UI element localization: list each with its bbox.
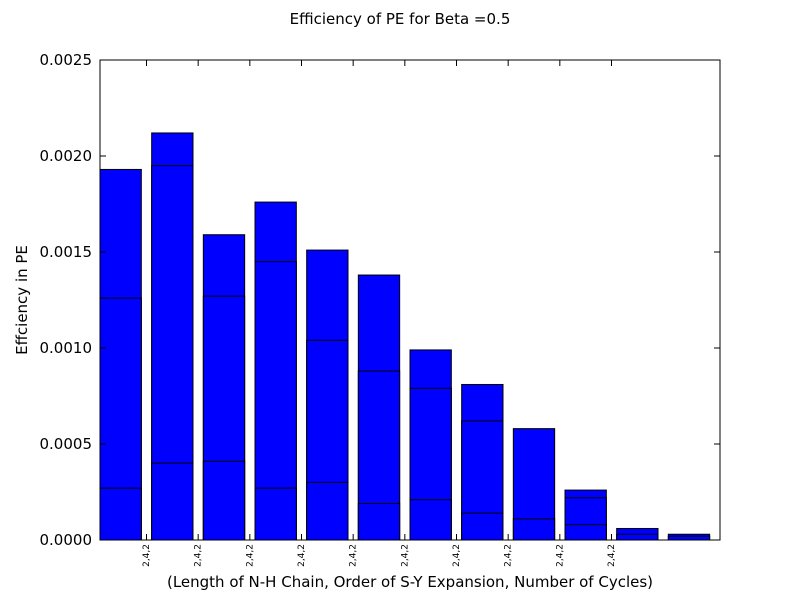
x-tick-label-4: 2,4,2 [349, 544, 359, 567]
chart-title: Efficiency of PE for Beta =0.5 [290, 10, 511, 28]
y-tick-label-1: 0.0005 [40, 435, 93, 453]
tick-labels-layer: 0.0000 0.0005 0.0010 0.0015 0.0020 0.0025 2,4,… [40, 51, 618, 567]
y-axis-label: Effciency in PE [13, 245, 31, 355]
bar-8-layer-3 [461, 512, 504, 541]
bar-12-layer-2 [667, 535, 711, 541]
bar-7-layer-3 [409, 499, 452, 541]
x-tick-label-3: 2,4,2 [297, 544, 307, 567]
bar-5-layer-3 [306, 481, 349, 541]
bars-layer [99, 132, 711, 541]
y-tick-label-3: 0.0015 [40, 243, 93, 261]
x-tick-label-0: 2,4,2 [142, 544, 152, 567]
y-tick-label-0: 0.0000 [40, 531, 93, 549]
bar-1-layer-3 [99, 487, 142, 541]
bar-2-layer-3 [151, 462, 194, 541]
x-tick-label-5: 2,4,2 [400, 544, 410, 567]
x-tick-label-2: 2,4,2 [245, 544, 255, 567]
x-tick-label-8: 2,4,2 [555, 544, 565, 567]
y-tick-label-4: 0.0020 [40, 147, 93, 165]
bar-3-layer-3 [202, 460, 246, 541]
plot-frame [99, 59, 721, 541]
bar-9-layer-2 [512, 518, 556, 541]
bar-4-layer-3 [254, 487, 297, 541]
bar-11-layer-2 [616, 533, 659, 541]
x-tick-label-9: 2,4,2 [607, 544, 617, 567]
bar-6-layer-3 [357, 503, 401, 541]
x-tick-label-6: 2,4,2 [452, 544, 462, 567]
y-tick-label-5: 0.0025 [40, 51, 93, 69]
y-tick-label-2: 0.0010 [40, 339, 93, 357]
x-tick-label-7: 2,4,2 [504, 544, 514, 567]
x-axis-label: (Length of N-H Chain, Order of S-Y Expan… [167, 573, 653, 591]
bar-10-layer-3 [564, 524, 607, 541]
x-tick-label-1: 2,4,2 [194, 544, 204, 567]
